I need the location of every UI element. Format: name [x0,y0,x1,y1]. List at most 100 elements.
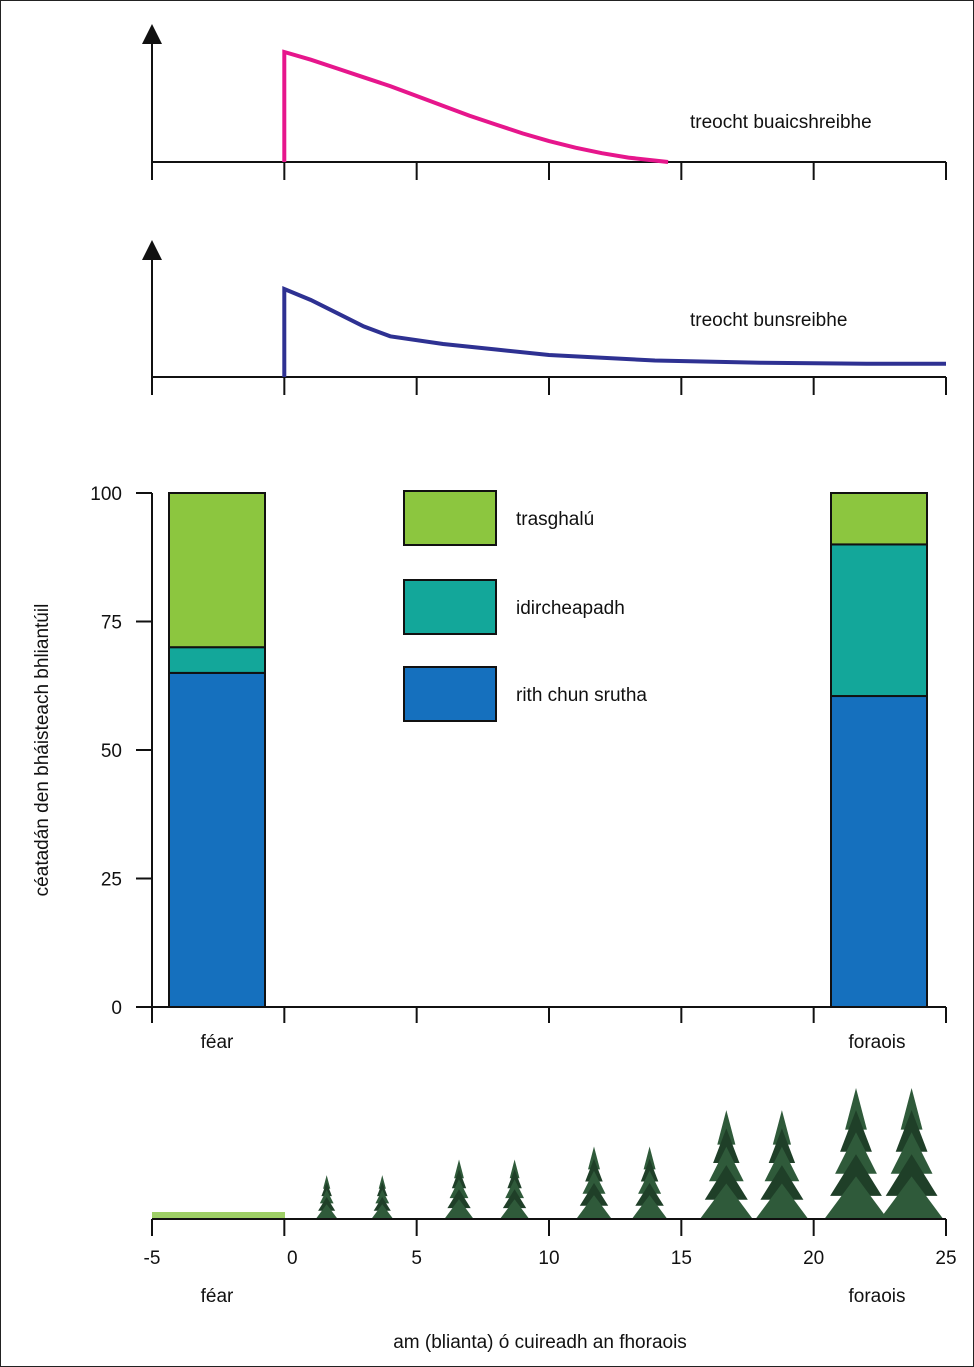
tree-tier [373,1197,391,1211]
tree-tier [372,1204,393,1218]
peak-flow-series-line [282,49,669,164]
bar-segment [168,492,266,649]
rainfall-partition-panel: 0 25 50 75 100 trasghalú idircheapadh rith chu… [32,484,947,1053]
tree-tier [507,1169,522,1189]
x-tick-label: -5 [144,1248,161,1269]
tree-tier [378,1175,386,1189]
x-tick-label: 5 [411,1248,422,1269]
base-flow-label: treocht bunsreibhe [690,310,847,331]
tree-tier [447,1189,471,1209]
tree-tier [880,1176,943,1218]
tree-icon [316,1175,337,1218]
tree-tier [454,1159,464,1179]
x-tick-label: 10 [538,1248,559,1269]
tree-icon [756,1110,808,1218]
bar-stacks [168,492,928,1009]
legend-swatch [403,666,497,722]
tree-tier [509,1159,520,1179]
legend-swatch [403,579,497,635]
tree-tier [885,1154,938,1196]
tree-tier [768,1128,796,1163]
tree-tier [756,1183,808,1218]
base-flow-x-ticks [151,377,947,395]
tree-icon [577,1146,611,1218]
tree-tier [709,1146,744,1182]
tree-tier [830,1154,882,1196]
y-tick-label: 50 [101,741,122,762]
tree-tier [764,1146,800,1182]
tree-tier [319,1189,334,1204]
y-tick-label: 0 [111,998,122,1019]
tree-tier [700,1183,752,1218]
tree-tier [449,1179,469,1199]
tree-tier [579,1183,609,1206]
tree-tier [840,1110,872,1152]
tree-tier [582,1170,606,1194]
time-start-label: féar [201,1286,234,1307]
bar-category-label-forest: foraois [848,1032,905,1053]
tree-icon [445,1159,473,1218]
base-flow-panel: treocht bunsreibhe [142,240,947,395]
tree-tier [505,1179,524,1199]
tree-tier [632,1195,667,1218]
tree-tier [445,1199,473,1218]
bar-y-ticks: 0 25 50 75 100 [90,484,152,1019]
tree-tier [635,1183,664,1206]
tree-tier [500,1199,529,1218]
tree-tier [588,1146,600,1170]
tree-tier [502,1189,527,1209]
legend-label: trasghalú [516,509,594,530]
bar-segment [830,695,928,1009]
tree-tier [321,1182,332,1197]
time-tick-labels: -5 0 5 10 15 20 25 [144,1248,957,1269]
tree-icon [372,1175,393,1218]
bar-segment [830,492,928,546]
tree-tier [890,1132,933,1174]
tree-tier [900,1088,923,1130]
tree-tier [713,1128,740,1163]
tree-tier [760,1165,804,1200]
tree-growth-illustration [316,1088,943,1218]
tree-tier [577,1195,611,1218]
time-axis-title: am (blianta) ó cuireadh an fhoraois [393,1332,687,1353]
y-tick-label: 100 [90,484,122,505]
time-end-label: foraois [848,1286,905,1307]
tree-icon [632,1146,667,1218]
legend: trasghalú idircheapadh rith chun srutha [403,490,647,722]
tree-tier [585,1158,603,1182]
grass-strip [152,1212,285,1219]
bar-segment [168,671,266,1009]
tree-tier [451,1169,467,1189]
bar-y-axis-label: céatadán den bháisteach bhliantúil [32,604,53,897]
bar-segment [830,543,928,698]
tree-tier [638,1170,662,1194]
legend-label: idircheapadh [516,598,625,619]
tree-tier [717,1110,736,1145]
tree-tier [377,1182,388,1197]
x-tick-label: 0 [287,1248,298,1269]
bar-x-ticks [151,1007,947,1023]
legend-swatch [403,490,497,546]
legend-label: rith chun srutha [516,685,647,706]
tree-tier [640,1158,659,1182]
tree-icon [825,1088,887,1218]
y-tick-label: 25 [101,870,122,891]
base-flow-series-line [282,286,946,377]
tree-tier [772,1110,791,1145]
peak-flow-x-ticks [151,162,947,180]
tree-tier [835,1132,877,1174]
tree-tier [375,1189,390,1204]
tree-icon [700,1110,752,1218]
time-x-ticks [151,1219,947,1236]
tree-tier [825,1176,887,1218]
tree-tier [318,1197,336,1211]
x-tick-label: 20 [803,1248,824,1269]
x-tick-label: 25 [935,1248,956,1269]
peak-flow-label: treocht buaicshreibhe [690,112,872,133]
timeline-panel: -5 0 5 10 15 20 25 féar foraois am (blianta) ó… [144,1088,957,1353]
tree-tier [643,1146,656,1170]
tree-icon [880,1088,943,1218]
x-tick-label: 15 [671,1248,692,1269]
y-tick-label: 75 [101,613,122,634]
tree-tier [323,1175,331,1189]
